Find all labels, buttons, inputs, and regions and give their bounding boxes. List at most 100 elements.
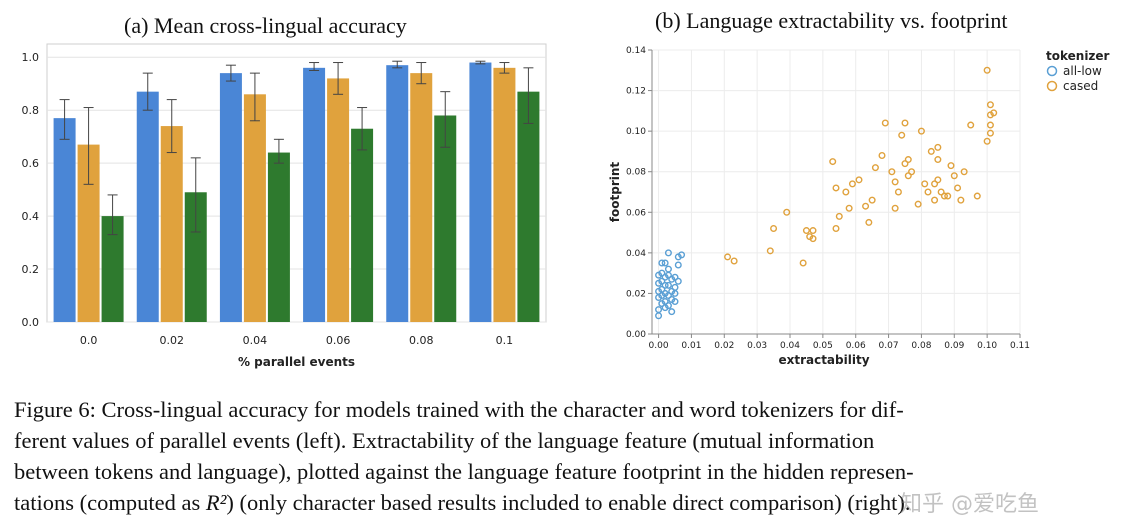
x-tick-label: 0.06 xyxy=(326,334,351,347)
watermark: 知乎 @爱吃鱼 xyxy=(900,492,1039,517)
scatter-point xyxy=(881,119,889,127)
scatter-point xyxy=(655,312,663,320)
y-tick-label: 0.6 xyxy=(22,157,40,170)
scatter-point xyxy=(664,281,672,289)
scatter-point xyxy=(921,180,929,188)
scatter-point xyxy=(990,109,998,117)
x-tick-label: 0.1 xyxy=(496,334,514,347)
caption-math-r2: R² xyxy=(205,490,227,515)
scatter-point xyxy=(898,131,906,139)
scatter-point xyxy=(832,184,840,192)
scatter-point xyxy=(924,188,932,196)
caption-line-4-end: ) (only character based results included… xyxy=(226,490,911,515)
scatter-point xyxy=(934,176,942,184)
scatter-point xyxy=(983,137,991,145)
bar xyxy=(101,216,124,322)
scatter-point xyxy=(954,184,962,192)
scatter-point xyxy=(986,101,994,109)
scatter-point xyxy=(658,291,666,299)
bar xyxy=(53,118,76,322)
x-axis-label: extractability xyxy=(778,353,869,367)
bar xyxy=(267,152,290,322)
scatter-point xyxy=(934,143,942,151)
scatter-point xyxy=(671,283,679,291)
scatter-point xyxy=(842,188,850,196)
x-tick-label: 0.02 xyxy=(160,334,185,347)
legend-title: tokenizer xyxy=(1046,49,1110,63)
y-tick-label: 0.02 xyxy=(626,289,646,299)
scatter-point xyxy=(835,212,843,220)
y-tick-label: 0.00 xyxy=(626,330,646,340)
scatter-point xyxy=(678,251,686,259)
scatter-point xyxy=(809,227,817,235)
y-tick-label: 0.4 xyxy=(22,210,40,223)
scatter-point xyxy=(871,164,879,172)
scatter-point xyxy=(983,66,991,74)
scatter-point xyxy=(931,180,939,188)
x-tick-label: 0.03 xyxy=(747,341,767,351)
y-tick-label: 0.14 xyxy=(626,46,646,56)
y-axis-label: footprint xyxy=(608,162,622,223)
scatter-point xyxy=(957,196,965,204)
plot-frame xyxy=(46,43,547,323)
scatter-point xyxy=(783,208,791,216)
y-tick-label: 0.8 xyxy=(22,104,40,117)
bar xyxy=(469,62,492,323)
x-tick-label: 0.01 xyxy=(681,341,701,351)
scatter-point xyxy=(664,249,672,257)
bar-chart-accuracy: 0.0 0.2 0.4 0.6 0.8 1.0 0.0 0.02 0.04 0.06 0.08 0.1… xyxy=(22,43,547,369)
scatter-point xyxy=(865,218,873,226)
scatter-point xyxy=(674,277,682,285)
scatter-point xyxy=(944,192,952,200)
scatter-point xyxy=(862,202,870,210)
bar xyxy=(434,115,457,322)
chart-a-title: (a) Mean cross-lingual accuracy xyxy=(124,13,407,38)
scatter-point xyxy=(799,259,807,267)
x-tick-label: 0.02 xyxy=(714,341,734,351)
scatter-chart-extractability: 0.00 0.02 0.04 0.06 0.08 0.10 0.12 0.14 0.00 0.01… xyxy=(608,46,1110,367)
bar xyxy=(219,73,242,322)
scatter-point xyxy=(934,156,942,164)
scatter-point xyxy=(658,277,666,285)
x-tick-label: 0.00 xyxy=(649,341,669,351)
y-tick-label: 0.04 xyxy=(626,249,646,259)
scatter-point xyxy=(661,259,669,267)
legend-label: cased xyxy=(1063,79,1098,93)
scatter-point xyxy=(914,200,922,208)
scatter-point xyxy=(908,168,916,176)
scatter-point xyxy=(674,261,682,269)
caption-line-4: tations (computed as R²) (only character… xyxy=(14,487,1114,518)
scatter-point xyxy=(888,168,896,176)
y-tick-label: 1.0 xyxy=(22,51,40,64)
scatter-point xyxy=(868,196,876,204)
scatter-point xyxy=(931,196,939,204)
y-tick-label: 0.0 xyxy=(22,316,40,329)
bar xyxy=(303,67,326,322)
y-tick-label: 0.08 xyxy=(626,168,646,178)
x-tick-label: 0.04 xyxy=(243,334,268,347)
x-tick-label: 0.08 xyxy=(911,341,931,351)
scatter-point xyxy=(986,121,994,129)
caption-line-3: between tokens and language), plotted ag… xyxy=(14,459,914,484)
bar xyxy=(410,73,433,322)
scatter-point xyxy=(940,192,948,200)
scatter-point xyxy=(891,178,899,186)
scatter-point xyxy=(878,151,886,159)
scatter-point xyxy=(770,225,778,233)
scatter-point xyxy=(967,121,975,129)
scatter-point xyxy=(766,247,774,255)
y-tick-label: 0.06 xyxy=(626,208,646,218)
scatter-point xyxy=(829,158,837,166)
caption-line-2: ferent values of parallel events (left).… xyxy=(14,428,875,453)
bar xyxy=(160,126,183,322)
legend-swatch xyxy=(1046,65,1058,77)
scatter-point xyxy=(664,265,672,273)
scatter-point xyxy=(655,287,663,295)
bar xyxy=(351,128,374,322)
x-tick-label: 0.10 xyxy=(977,341,997,351)
x-tick-label: 0.04 xyxy=(780,341,800,351)
scatter-point xyxy=(901,119,909,127)
scatter-point xyxy=(894,188,902,196)
scatter-point xyxy=(891,204,899,212)
y-tick-label: 0.12 xyxy=(626,87,646,97)
